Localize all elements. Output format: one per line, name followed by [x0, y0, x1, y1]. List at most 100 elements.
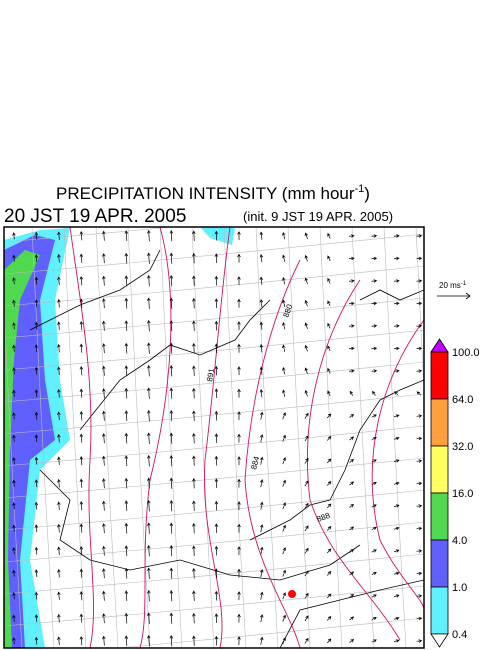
wind-arrow	[12, 299, 16, 307]
wind-arrow	[416, 616, 423, 621]
wind-arrow	[304, 457, 309, 464]
wind-arrow	[192, 387, 196, 399]
wind-arrow	[304, 254, 308, 262]
wind-arrow	[282, 547, 286, 555]
wind-arrow	[34, 411, 39, 420]
wind-arrow	[169, 522, 174, 534]
wind-arrow	[237, 298, 241, 308]
wind-arrow	[394, 549, 400, 553]
wind-arrow	[371, 346, 378, 351]
wind-arrow	[169, 455, 174, 467]
wind-arrow	[237, 343, 241, 353]
wind-arrow	[371, 436, 377, 441]
wind-arrow	[237, 568, 241, 578]
wind-arrow	[393, 256, 400, 261]
wind-arrow	[348, 369, 355, 373]
parallel	[4, 425, 424, 467]
wind-arrow	[237, 546, 241, 556]
wind-arrow	[282, 524, 286, 532]
wind-arrow	[169, 477, 174, 489]
wind-arrow	[304, 480, 309, 487]
wind-arrow	[34, 344, 39, 353]
wind-arrow	[147, 387, 151, 399]
wind-arrow	[79, 455, 84, 466]
wind-arrow	[147, 477, 151, 489]
title-main: PRECIPITATION INTENSITY (mm hour	[56, 184, 355, 203]
wind-arrow	[79, 343, 84, 353]
wind-arrow	[349, 459, 355, 463]
wind-arrow	[348, 301, 355, 306]
wind-arrow	[416, 639, 423, 643]
wind-arrow	[124, 567, 129, 579]
wind-arrow	[169, 545, 174, 557]
meridian	[31, 227, 55, 648]
wind-arrow	[371, 526, 377, 531]
wind-arrow	[326, 548, 332, 554]
wind-arrow	[394, 526, 400, 531]
wind-arrow	[169, 320, 174, 332]
wind-arrow	[327, 300, 331, 307]
contour-label: 891	[205, 367, 216, 382]
wind-arrow	[349, 616, 355, 621]
wind-arrow	[79, 410, 84, 421]
wind-arrow	[237, 231, 241, 241]
wind-arrow	[260, 434, 264, 443]
wind-arrow	[147, 522, 151, 534]
wind-arrow	[259, 321, 264, 330]
wind-arrow	[326, 503, 332, 509]
wind-arrow	[34, 591, 39, 600]
wind-arrow	[371, 279, 378, 283]
wind-arrow	[237, 433, 241, 443]
wind-arrow	[124, 590, 129, 602]
wind-arrow	[124, 252, 129, 264]
wind-arrow	[57, 456, 61, 465]
wind-arrow	[348, 256, 355, 261]
wind-arrow	[214, 500, 219, 511]
wind-arrow	[79, 500, 84, 511]
wind-arrow	[147, 634, 151, 647]
wind-arrow	[147, 364, 151, 377]
colorbar-label: 100.0	[452, 347, 480, 359]
colorbar-label: 0.4	[452, 629, 467, 641]
wind-arrow	[57, 501, 61, 510]
wind-arrow	[282, 412, 286, 420]
wind-arrow	[416, 594, 423, 598]
wind-arrow	[394, 481, 400, 486]
wind-arrow	[12, 412, 16, 420]
wind-arrow	[169, 342, 174, 354]
wind-arrow	[371, 549, 377, 553]
wind-arrow	[304, 570, 309, 577]
wind-arrow	[237, 636, 241, 646]
wind-arrow	[282, 637, 286, 645]
wind-arrow	[214, 635, 219, 646]
wind-arrow	[34, 389, 39, 398]
wind-arrow	[282, 502, 286, 510]
wind-arrow	[393, 324, 400, 328]
colorbar-segment	[430, 445, 449, 494]
wind-arrow	[348, 346, 355, 351]
wind-arrow	[371, 639, 377, 643]
wind-arrow	[169, 230, 174, 242]
wind-arrow	[372, 390, 376, 396]
wind-arrow	[12, 524, 16, 532]
title: PRECIPITATION INTENSITY (mm hour-1)	[56, 183, 370, 203]
wind-arrow	[169, 297, 174, 309]
wind-arrow	[192, 230, 196, 241]
wind-arrow	[102, 320, 106, 331]
wind-arrow	[124, 522, 129, 534]
wind-arrow	[416, 481, 423, 486]
wind-arrow	[237, 591, 241, 601]
wind-arrow	[237, 501, 241, 511]
wind-arrow	[326, 480, 332, 486]
wind-arrow	[214, 298, 219, 309]
wind-arrow	[304, 389, 308, 397]
wind-arrow	[124, 230, 129, 242]
wind-arrow	[304, 547, 309, 554]
wind-arrow	[237, 523, 241, 533]
colorbar-segment	[430, 539, 449, 588]
wind-arrow	[237, 253, 241, 263]
wind-arrow	[394, 504, 400, 508]
wind-arrow	[57, 568, 61, 578]
wind-arrow	[282, 569, 286, 577]
